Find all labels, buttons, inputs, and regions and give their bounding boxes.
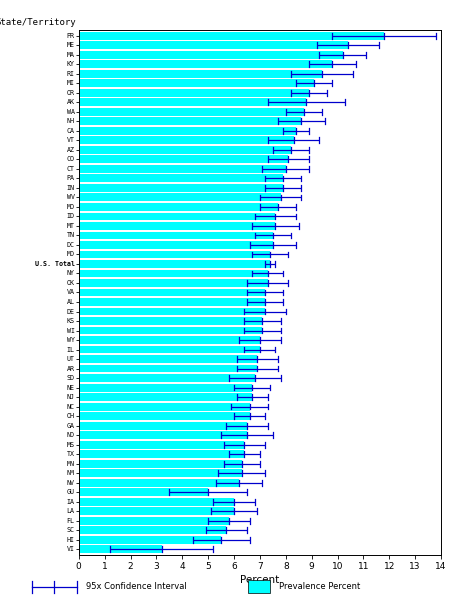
Bar [79,289,265,296]
Bar [79,98,306,106]
Bar [79,460,242,467]
Bar [79,212,275,220]
Bar [79,536,221,544]
X-axis label: Percent: Percent [240,575,279,585]
Bar [79,269,268,277]
Bar [79,89,309,97]
Bar [79,479,239,487]
Bar [79,526,226,534]
Bar [79,41,348,49]
Bar [79,336,260,344]
Bar [79,175,283,182]
Bar [79,136,293,144]
Bar [79,127,296,135]
Bar [79,308,265,316]
Bar [79,346,260,353]
Bar [79,498,234,506]
Text: Prevalence Percent: Prevalence Percent [279,582,360,592]
Bar [79,241,273,249]
Bar [79,469,242,477]
Bar [79,279,268,287]
Bar [79,155,288,163]
Bar [79,517,229,524]
Bar [79,374,255,382]
Bar [79,108,304,116]
Bar [79,384,252,392]
Bar [79,403,249,410]
Bar [79,51,342,59]
Bar [79,317,262,325]
Text: 95x Confidence Interval: 95x Confidence Interval [86,582,186,592]
Bar [79,32,384,40]
Bar [79,232,273,239]
Bar [79,203,278,211]
Bar [79,365,257,373]
Bar [79,422,247,430]
Bar [79,61,332,68]
Bar [79,393,252,401]
Bar [79,146,291,154]
Bar [79,355,257,363]
Bar [79,118,302,125]
Bar [79,184,283,192]
Bar [79,70,322,77]
Bar [79,193,281,201]
Bar [79,165,286,173]
Bar [79,298,265,306]
Bar [79,508,234,515]
Bar [79,222,275,230]
Text: State/Territory: State/Territory [0,18,76,27]
Bar [79,441,244,449]
Bar [79,260,270,268]
Bar [79,545,162,553]
Bar [79,412,249,420]
Bar [79,79,314,87]
Bar [79,326,262,334]
Bar [79,431,247,439]
Bar [79,450,244,458]
Bar [79,488,208,496]
Bar [79,251,270,259]
